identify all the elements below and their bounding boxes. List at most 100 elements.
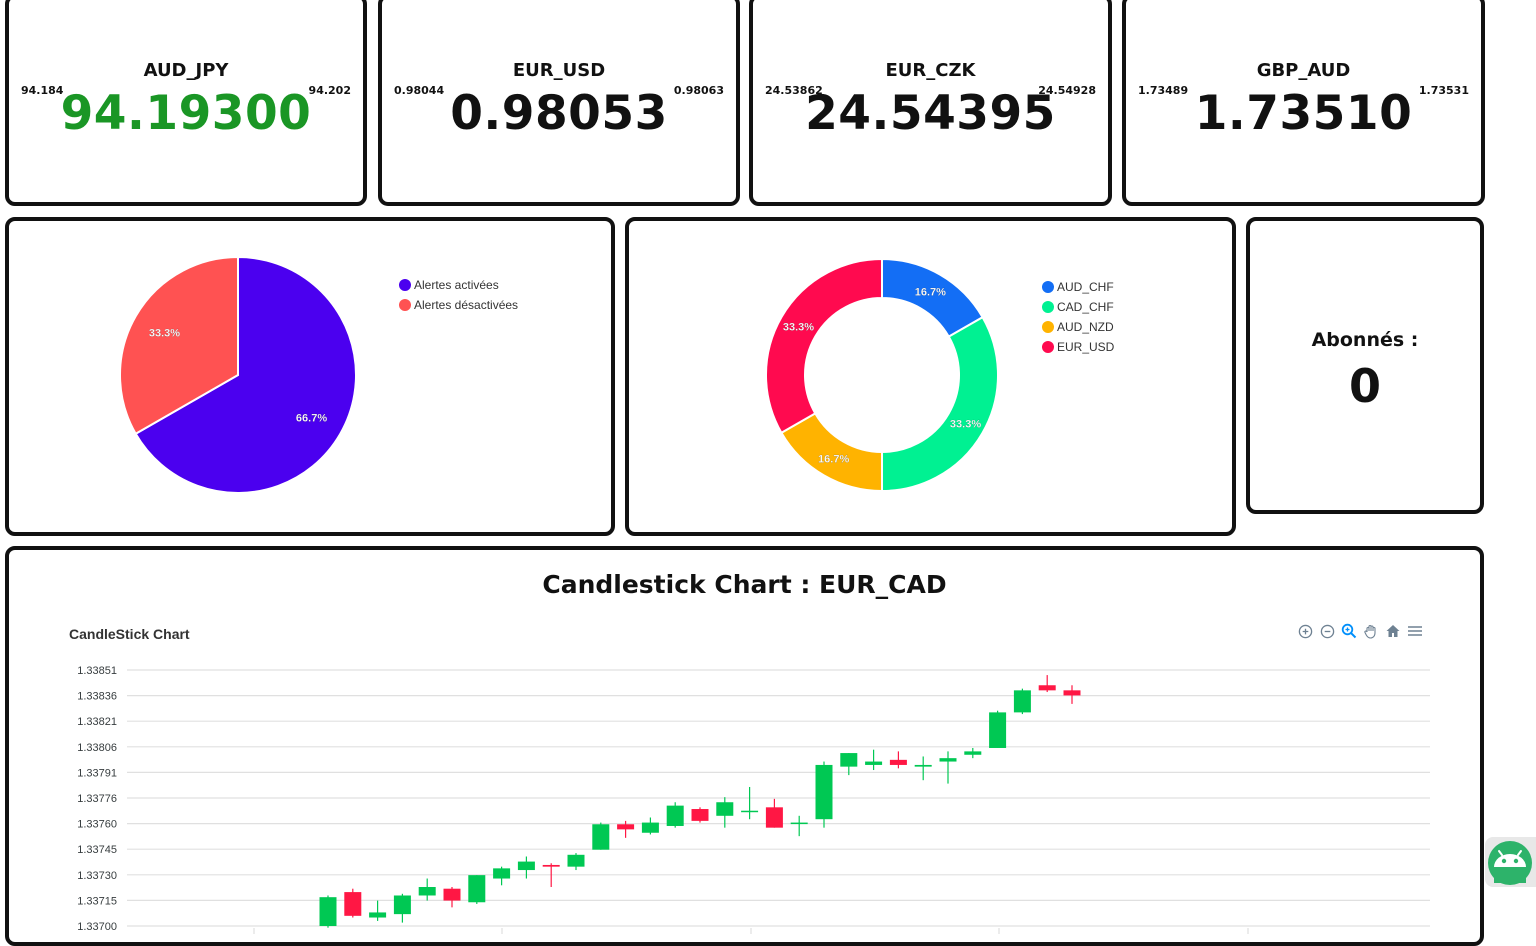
candle-body bbox=[741, 810, 759, 813]
candle-body bbox=[344, 892, 362, 916]
candle-body bbox=[517, 861, 535, 871]
pairs-donut-slice-3[interactable] bbox=[765, 257, 883, 435]
candle[interactable] bbox=[765, 798, 783, 828]
ticker-card-gbp-aud: GBP_AUD 1.73489 1.73531 1.73510 bbox=[1122, 0, 1485, 206]
legend-item-aud-nzd[interactable]: AUD_NZD bbox=[1042, 317, 1114, 337]
alerts-pie-slice-label: 66.7% bbox=[296, 413, 327, 425]
candle[interactable] bbox=[393, 893, 411, 923]
candle[interactable] bbox=[840, 753, 858, 776]
y-tick-label: 1.33851 bbox=[77, 665, 117, 677]
candle[interactable] bbox=[418, 878, 436, 901]
candle[interactable] bbox=[989, 710, 1007, 748]
candle-body bbox=[691, 809, 709, 821]
ticker-symbol: EUR_USD bbox=[512, 60, 606, 81]
y-tick-label: 1.33700 bbox=[77, 921, 117, 933]
ticker-card-eur-czk: EUR_CZK 24.53862 24.54928 24.54395 bbox=[749, 0, 1112, 206]
legend-label: CAD_CHF bbox=[1057, 300, 1114, 314]
candle-body bbox=[567, 854, 585, 867]
candle[interactable] bbox=[865, 749, 883, 771]
legend-label: AUD_CHF bbox=[1057, 280, 1114, 294]
candle[interactable] bbox=[964, 747, 982, 759]
alerts-pie-slice-0[interactable] bbox=[134, 255, 357, 494]
zoom-in-icon[interactable] bbox=[1296, 622, 1314, 640]
candle[interactable] bbox=[1063, 685, 1081, 704]
candle[interactable] bbox=[691, 807, 709, 823]
pairs-donut-chart: 16.7% 33.3% 16.7% 33.3% bbox=[765, 257, 999, 493]
candle[interactable] bbox=[1038, 675, 1056, 693]
candle[interactable] bbox=[889, 751, 907, 769]
pairs-donut-slice-label: 33.3% bbox=[950, 418, 981, 430]
candle[interactable] bbox=[567, 853, 585, 871]
candle[interactable] bbox=[617, 820, 635, 838]
candle[interactable] bbox=[369, 900, 387, 921]
subscribers-label: Abonnés : bbox=[1311, 329, 1419, 351]
candle[interactable] bbox=[517, 856, 535, 879]
pan-icon[interactable] bbox=[1362, 622, 1380, 640]
ticker-low: 0.98044 bbox=[394, 84, 445, 97]
candle-body bbox=[542, 864, 560, 867]
alerts-pie-slice-label: 33.3% bbox=[149, 327, 180, 339]
legend-label: AUD_NZD bbox=[1057, 320, 1114, 334]
candle-body bbox=[815, 764, 833, 820]
ticker-symbol: AUD_JPY bbox=[143, 60, 229, 81]
alerts-legend: Alertes activées Alertes désactivées bbox=[399, 275, 518, 315]
legend-item-alerts-on[interactable]: Alertes activées bbox=[399, 275, 518, 295]
candle[interactable] bbox=[443, 887, 461, 908]
candle[interactable] bbox=[790, 815, 808, 837]
y-tick-label: 1.33836 bbox=[77, 691, 117, 703]
candle[interactable] bbox=[641, 817, 659, 835]
candle-body bbox=[964, 751, 982, 755]
candle-body bbox=[716, 802, 734, 816]
candle[interactable] bbox=[344, 888, 362, 918]
menu-icon[interactable] bbox=[1406, 622, 1424, 640]
candle[interactable] bbox=[741, 786, 759, 820]
ticker-high: 94.202 bbox=[308, 84, 351, 97]
zoom-select-icon[interactable] bbox=[1340, 622, 1358, 640]
candle[interactable] bbox=[815, 761, 833, 828]
legend-item-cad-chf[interactable]: CAD_CHF bbox=[1042, 297, 1114, 317]
y-tick-label: 1.33745 bbox=[77, 844, 117, 856]
ticker-low: 94.184 bbox=[21, 84, 64, 97]
candle-body bbox=[443, 888, 461, 901]
candle[interactable] bbox=[1013, 688, 1031, 715]
candle-body bbox=[1038, 685, 1056, 691]
candle[interactable] bbox=[493, 866, 511, 886]
pairs-donut-card: 16.7% 33.3% 16.7% 33.3% AUD_CHF CAD_CHF AUD… bbox=[625, 217, 1236, 536]
chart-toolbar bbox=[1296, 622, 1424, 640]
candle-body bbox=[592, 824, 610, 850]
ticker-card-aud-jpy: AUD_JPY 94.184 94.202 94.19300 bbox=[5, 0, 367, 206]
candle-body bbox=[989, 712, 1007, 748]
candle[interactable] bbox=[542, 863, 560, 888]
candle[interactable] bbox=[468, 875, 486, 904]
candle-body bbox=[369, 912, 387, 918]
ticker-high: 24.54928 bbox=[1038, 84, 1096, 97]
zoom-out-icon[interactable] bbox=[1318, 622, 1336, 640]
y-tick-label: 1.33821 bbox=[77, 716, 117, 728]
legend-dot bbox=[1042, 321, 1054, 333]
legend-dot bbox=[399, 299, 411, 311]
candle-body bbox=[617, 824, 635, 830]
candle[interactable] bbox=[716, 797, 734, 828]
y-tick-label: 1.33776 bbox=[77, 793, 117, 805]
candle-body bbox=[889, 759, 907, 765]
subscribers-count: 0 bbox=[1348, 359, 1381, 413]
ticker-price: 94.19300 bbox=[60, 86, 312, 141]
pairs-donut-slice-1[interactable] bbox=[881, 315, 999, 493]
candle-body bbox=[468, 875, 486, 903]
candle-body bbox=[1063, 690, 1081, 696]
legend-label: Alertes désactivées bbox=[414, 298, 519, 312]
candle-body bbox=[666, 805, 684, 826]
android-helper-button[interactable] bbox=[1485, 837, 1536, 887]
alerts-pie-slice-1[interactable] bbox=[119, 255, 239, 436]
candle[interactable] bbox=[319, 895, 337, 928]
candle[interactable] bbox=[939, 751, 957, 784]
legend-dot bbox=[1042, 341, 1054, 353]
legend-item-aud-chf[interactable]: AUD_CHF bbox=[1042, 277, 1114, 297]
reset-home-icon[interactable] bbox=[1384, 622, 1402, 640]
legend-item-eur-usd[interactable]: EUR_USD bbox=[1042, 337, 1114, 357]
candle[interactable] bbox=[666, 802, 684, 828]
legend-item-alerts-off[interactable]: Alertes désactivées bbox=[399, 295, 518, 315]
candle[interactable] bbox=[592, 822, 610, 850]
candle[interactable] bbox=[914, 756, 932, 781]
candle-body bbox=[493, 868, 511, 879]
